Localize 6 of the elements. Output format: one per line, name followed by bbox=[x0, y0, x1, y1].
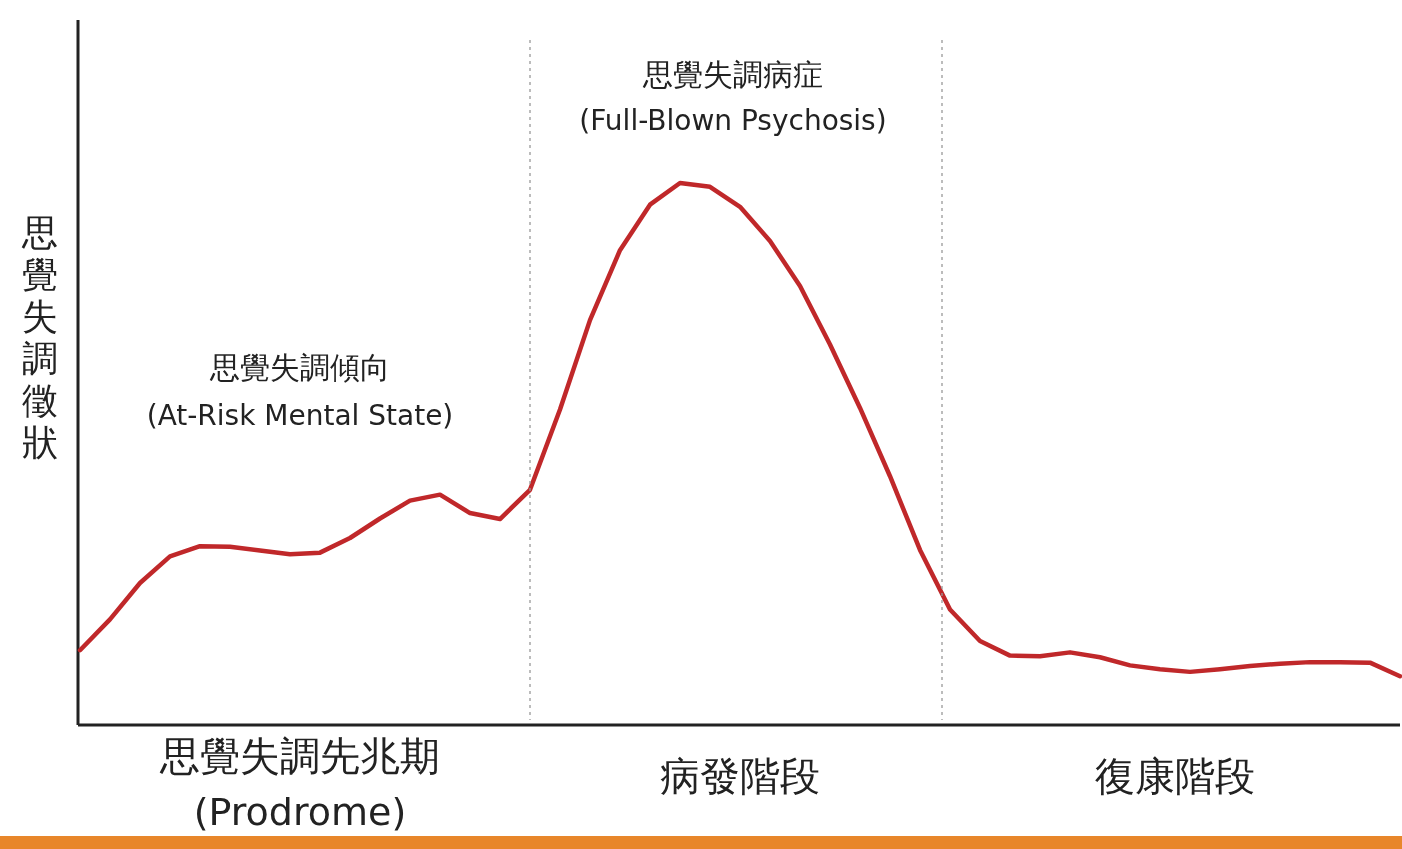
text: 復康階段 bbox=[1095, 753, 1255, 799]
y-axis-title: 思覺失調徵狀 bbox=[21, 212, 58, 463]
annotation: 思覺失調傾向 (At-Risk Mental State) bbox=[146, 350, 454, 432]
text: 病發階段 bbox=[660, 753, 820, 799]
text: 思覺失調先兆期 (Prodrome) bbox=[159, 733, 440, 834]
text: 思覺失調病症 (Full-Blown Psychosis) bbox=[579, 57, 887, 137]
